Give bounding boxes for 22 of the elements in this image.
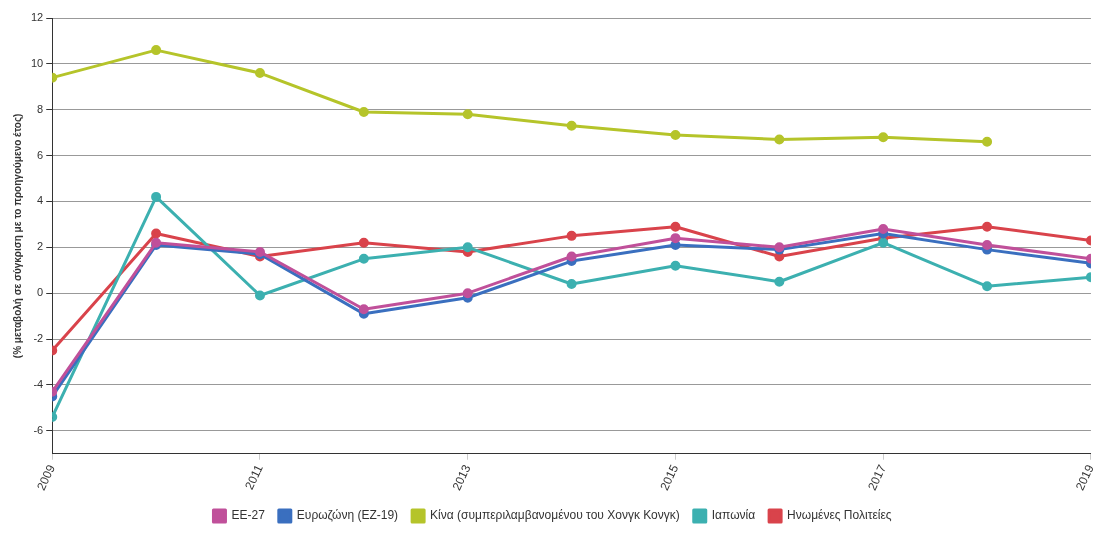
y-tick-label: 6 [37, 148, 44, 161]
y-tick-label: 8 [37, 102, 44, 115]
y-tick-label: -2 [33, 332, 44, 345]
legend-label: Κίνα (συμπεριλαμβανομένου του Χονγκ Κονγκ) [430, 508, 680, 523]
x-tick-label: 2015 [657, 462, 682, 493]
y-tick-label: 10 [30, 56, 44, 69]
legend-label: ΕΕ-27 [231, 508, 266, 523]
legend-label: Ευρωζώνη (ΕΖ-19) [296, 508, 399, 523]
x-tick-label: 2009 [33, 462, 59, 493]
x-tick-label: 2017 [864, 462, 890, 493]
y-axis-title: (% μεταβολή σε σύγκριση με το προηγούμενο έτος) [11, 113, 24, 359]
y-tick-label: 0 [37, 286, 44, 299]
legend-label: Ηνωμένες Πολιτείες [787, 508, 892, 523]
x-tick-label: 2019 [1072, 462, 1097, 493]
y-tick-label: -4 [33, 377, 44, 390]
y-tick-label: 2 [37, 240, 44, 253]
x-tick-label: 2011 [242, 462, 266, 492]
x-tick-label: 2013 [449, 462, 474, 493]
y-tick-label: -6 [33, 423, 44, 436]
y-tick-label: 12 [30, 11, 44, 24]
legend-label: Ιαπωνία [711, 508, 756, 523]
y-tick-label: 4 [37, 194, 44, 207]
